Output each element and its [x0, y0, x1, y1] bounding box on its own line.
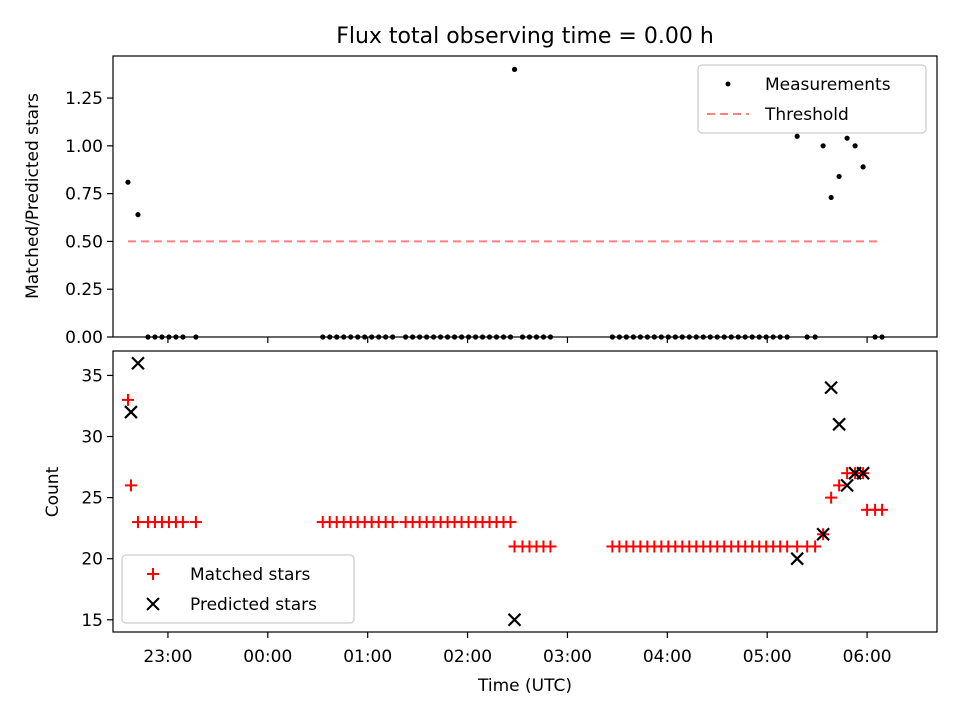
measurement-point	[511, 66, 518, 72]
bottom-panel: 15 20 25 30 35 23:00 00:00 01:00 02:00 03:00 04:0…	[43, 350, 938, 696]
top-ytick-label: 0.00	[65, 328, 103, 348]
bottom-xlabel: Time (UTC)	[477, 676, 572, 696]
measurement-point	[844, 135, 850, 141]
top-ytick-label: 1.25	[65, 89, 103, 109]
measurement-point	[794, 133, 800, 139]
legend-matched-label: Matched stars	[190, 565, 310, 585]
legend-threshold-label: Threshold	[764, 105, 849, 125]
bottom-legend: Matched stars Predicted stars	[121, 554, 355, 624]
predicted-star-point	[131, 356, 145, 370]
legend-predicted-marker	[146, 597, 160, 611]
matched-star-point	[176, 516, 189, 529]
matched-star-point	[121, 393, 134, 406]
bottom-axes-frame	[112, 350, 938, 633]
matched-star-point	[809, 540, 822, 553]
measurement-point	[852, 143, 858, 149]
legend-matched-marker	[147, 568, 159, 580]
bottom-ytick-label: 30	[81, 428, 103, 448]
predicted-star-point	[124, 405, 138, 419]
bottom-ytick-label: 15	[81, 611, 103, 631]
legend-predicted-label: Predicted stars	[190, 595, 317, 615]
bottom-xtick-label: 05:00	[743, 647, 792, 667]
predicted-star-point	[790, 551, 804, 566]
top-ytick-label: 0.75	[65, 185, 103, 205]
bottom-ytick-label: 20	[81, 550, 103, 570]
top-ytick-label: 0.25	[65, 280, 103, 300]
matched-star-point	[544, 540, 557, 553]
predicted-star-point	[816, 527, 830, 542]
top-ytick-label: 0.50	[65, 232, 103, 252]
top-axes-frame	[112, 55, 938, 338]
matched-star-point	[189, 516, 202, 529]
predicted-star-point	[507, 613, 522, 627]
top-ylabel: Matched/Predicted stars	[23, 93, 43, 299]
bottom-ylabel: Count	[43, 466, 63, 517]
bottom-xtick-label: 01:00	[343, 647, 392, 667]
measurement-point	[135, 212, 141, 218]
bottom-ytick-label: 25	[81, 489, 103, 509]
bottom-xtick-label: 03:00	[543, 647, 592, 667]
measurement-point	[860, 164, 866, 170]
matched-star-point	[825, 491, 838, 504]
bottom-xtick-label: 04:00	[643, 647, 692, 667]
top-ytick-label: 1.00	[65, 137, 103, 157]
bottom-ytick-label: 35	[81, 366, 103, 386]
top-panel: 0.00 0.25 0.50 0.75 1.00 1.25 Matched/Predict…	[23, 55, 938, 348]
matched-star-point	[504, 516, 517, 529]
matched-star-point	[876, 503, 889, 516]
predicted-star-point	[824, 380, 838, 395]
legend-measurements-marker	[725, 81, 731, 87]
chart-title: Flux total observing time = 0.00 h	[336, 24, 714, 49]
measurement-point	[820, 143, 826, 149]
matched-star-point	[124, 479, 137, 492]
predicted-star-point	[840, 478, 854, 493]
legend-measurements-label: Measurements	[765, 75, 891, 95]
measurement-point	[836, 173, 842, 180]
predicted-star-point	[856, 466, 870, 480]
predicted-star-point	[832, 417, 846, 432]
bottom-xtick-label: 23:00	[143, 647, 192, 667]
bottom-xtick-label: 06:00	[843, 647, 892, 667]
measurement-point	[125, 179, 131, 185]
matched-star-point	[386, 516, 399, 529]
bottom-xtick-label: 02:00	[443, 647, 492, 667]
matched-star-point	[833, 479, 846, 492]
bottom-xtick-label: 00:00	[243, 647, 292, 667]
measurement-point	[828, 194, 834, 201]
top-legend: Measurements Threshold	[697, 64, 927, 134]
